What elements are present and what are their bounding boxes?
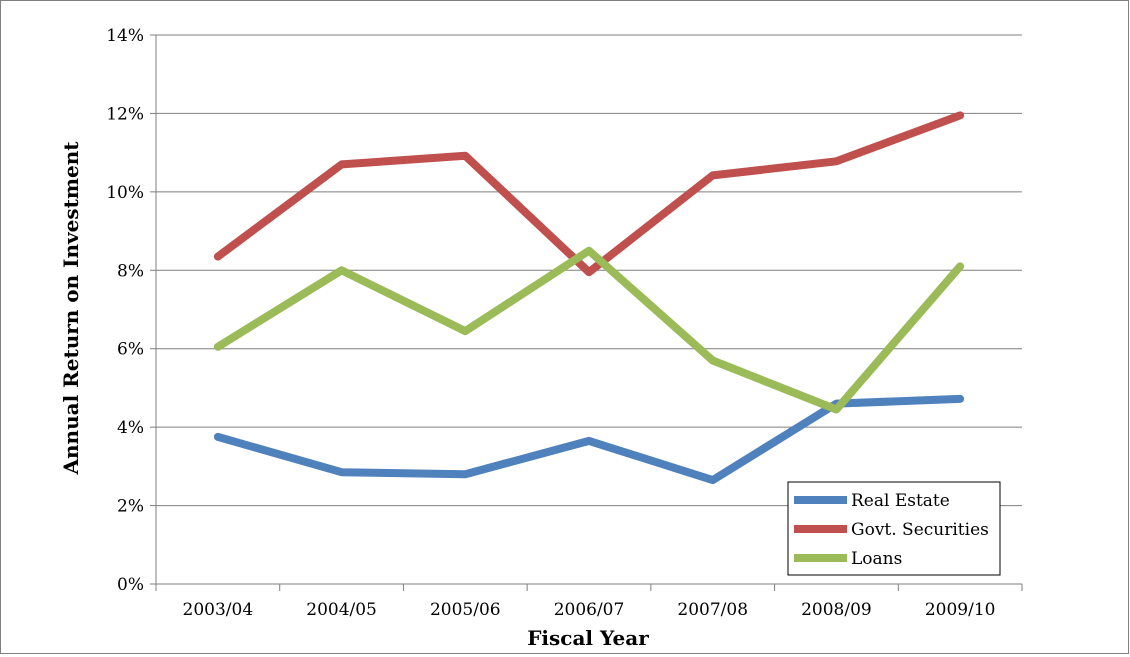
y-tick-label: 12% bbox=[106, 104, 144, 124]
x-tick-label: 2003/04 bbox=[183, 600, 254, 620]
legend: Real Estate Govt. Securities Loans bbox=[787, 481, 1001, 576]
tick-labels: 0% 2% 4% 6% 8% 10% 12% 14% 2003/04 2004/05 2005/06… bbox=[106, 26, 995, 620]
y-tick-label: 4% bbox=[117, 418, 144, 438]
y-tick-label: 14% bbox=[106, 26, 144, 46]
y-tick-label: 10% bbox=[106, 183, 144, 203]
series-line-govt-securities bbox=[213, 111, 965, 277]
legend-label: Govt. Securities bbox=[851, 520, 989, 540]
x-tick-label: 2007/08 bbox=[677, 600, 748, 620]
x-axis-title: Fiscal Year bbox=[527, 626, 649, 650]
axes bbox=[155, 35, 1023, 591]
x-tick-label: 2008/09 bbox=[801, 600, 872, 620]
series-line-real-estate bbox=[213, 394, 965, 485]
legend-label: Loans bbox=[851, 549, 902, 569]
y-tick-label: 2% bbox=[117, 497, 144, 517]
x-tick-label: 2009/10 bbox=[925, 600, 996, 620]
series-line-loans bbox=[213, 246, 965, 414]
legend-label: Real Estate bbox=[851, 491, 950, 511]
y-axis-title: Annual Return on Investment bbox=[59, 141, 83, 476]
series-lines bbox=[213, 111, 965, 485]
y-tick-label: 0% bbox=[117, 575, 144, 595]
y-tick-label: 8% bbox=[117, 261, 144, 281]
y-tick-label: 6% bbox=[117, 340, 144, 360]
gridlines bbox=[150, 34, 1022, 585]
x-tick-label: 2005/06 bbox=[430, 600, 501, 620]
x-tick-label: 2006/07 bbox=[554, 600, 625, 620]
x-tick-label: 2004/05 bbox=[306, 600, 377, 620]
